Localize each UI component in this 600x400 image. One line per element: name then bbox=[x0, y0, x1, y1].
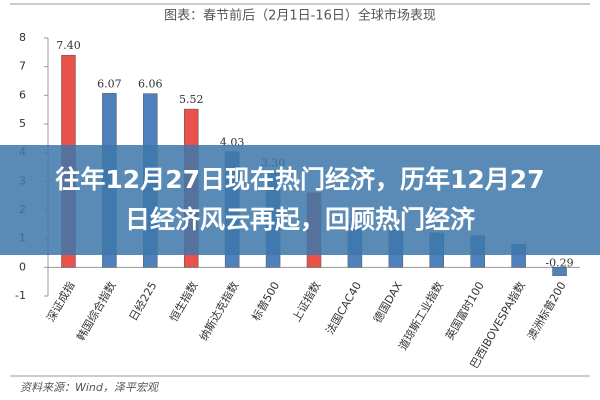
x-tick-label: 恒生指数 bbox=[166, 279, 200, 324]
value-label: -0.29 bbox=[545, 257, 573, 270]
value-label: 6.07 bbox=[97, 77, 122, 90]
y-tick-label: -1 bbox=[15, 289, 26, 302]
x-tick-label: 英国富时100 bbox=[442, 279, 487, 342]
x-tick-label: 德国DAX bbox=[370, 279, 405, 326]
source-note: 资料来源：Wind，泽平宏观 bbox=[20, 381, 160, 394]
value-label: 7.40 bbox=[56, 39, 81, 52]
y-tick-label: 8 bbox=[19, 31, 26, 44]
y-tick-label: 6 bbox=[19, 88, 26, 101]
y-tick-label: 7 bbox=[19, 60, 26, 73]
x-tick-label: 道琼斯工业指数 bbox=[395, 279, 446, 353]
x-tick-label: 法国CAC40 bbox=[323, 279, 364, 337]
bar bbox=[552, 267, 567, 276]
x-tick-label: 韩国综合指数 bbox=[73, 279, 118, 343]
x-tick-label: 深证成指 bbox=[44, 279, 78, 324]
x-tick-label: 标普500 bbox=[249, 279, 283, 323]
chart-title: 图表：春节前后（2月1日-16日）全球市场表现 bbox=[164, 8, 436, 24]
x-tick-label: 澳洲标普200 bbox=[524, 279, 569, 342]
x-tick-label: 上证指数 bbox=[289, 279, 323, 324]
y-tick-label: 0 bbox=[19, 260, 26, 273]
headline-banner: 往年12月27日现在热门经济，历年12月27日经济风云再起，回顾热门经济 bbox=[0, 145, 600, 255]
value-label: 5.52 bbox=[179, 93, 204, 106]
y-tick-label: 5 bbox=[19, 117, 26, 130]
headline: 往年12月27日现在热门经济，历年12月27日经济风云再起，回顾热门经济 bbox=[55, 165, 545, 234]
x-tick-label: 纳斯达克指数 bbox=[196, 279, 241, 343]
x-tick-label: 日经225 bbox=[127, 280, 160, 324]
value-label: 6.06 bbox=[138, 78, 163, 91]
